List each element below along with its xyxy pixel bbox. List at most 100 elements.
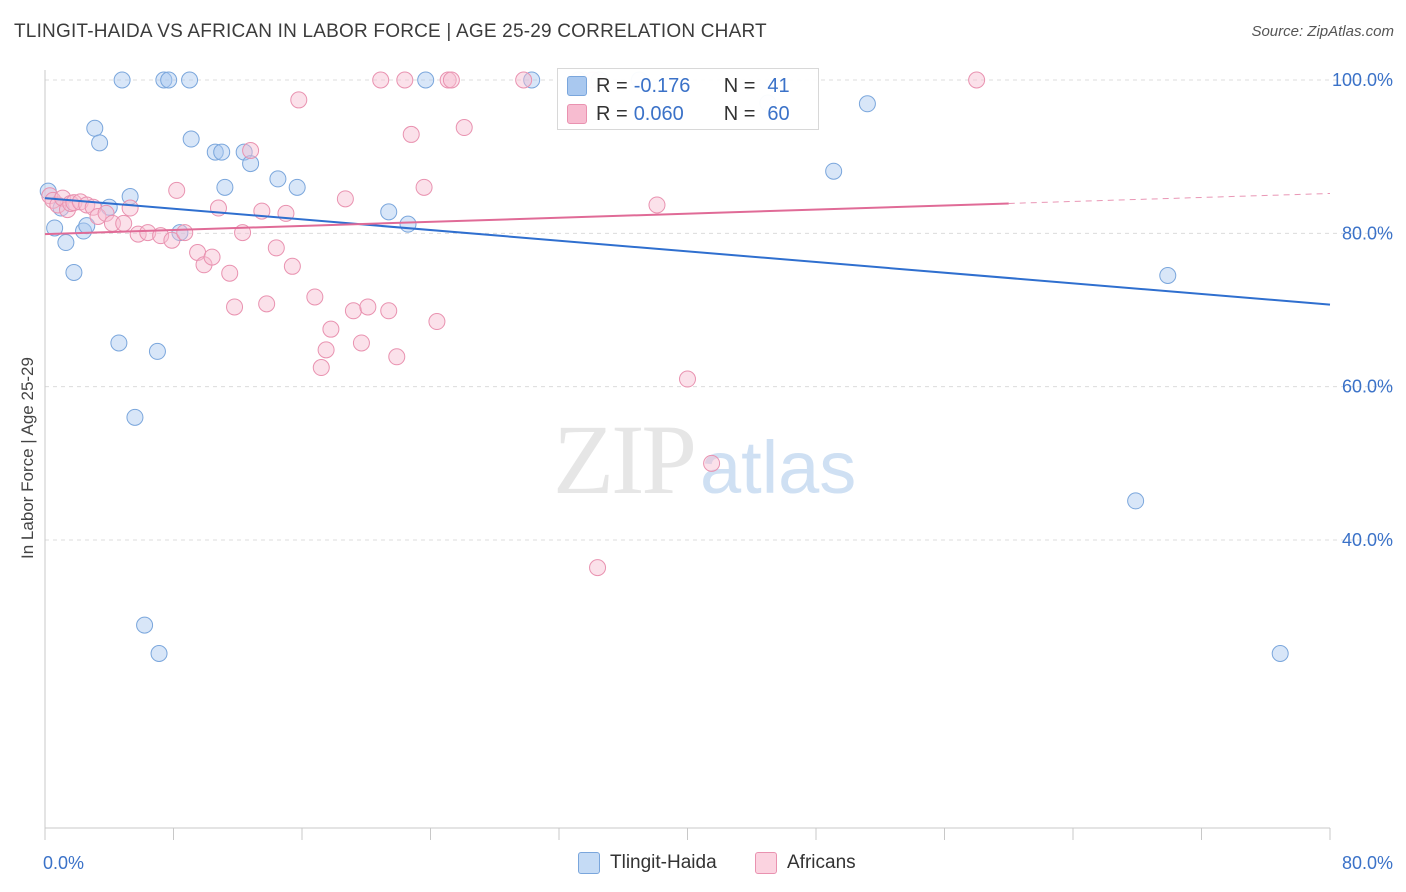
point-tlingit-haida bbox=[91, 134, 109, 152]
stats-swatch-tlingit-haida bbox=[567, 76, 587, 96]
point-africans bbox=[428, 313, 446, 331]
y-tick-label: 40.0% bbox=[1342, 530, 1393, 550]
point-tlingit-haida bbox=[155, 71, 173, 89]
point-africans bbox=[455, 119, 473, 137]
point-africans bbox=[258, 295, 276, 313]
point-africans bbox=[968, 71, 986, 89]
point-africans bbox=[396, 71, 414, 89]
stats-swatch-africans bbox=[567, 104, 587, 124]
legend-label: Africans bbox=[787, 852, 856, 873]
point-africans bbox=[115, 214, 133, 232]
point-africans bbox=[359, 298, 377, 316]
point-tlingit-haida bbox=[160, 71, 178, 89]
y-tick-label: 60.0% bbox=[1342, 377, 1393, 397]
watermark-atlas: atlas bbox=[700, 426, 857, 509]
stats-n-value: 60 bbox=[767, 102, 790, 125]
point-tlingit-haida bbox=[216, 178, 234, 196]
trendline-africans bbox=[44, 202, 1009, 236]
point-africans bbox=[226, 298, 244, 316]
point-tlingit-haida bbox=[65, 263, 83, 281]
point-africans bbox=[242, 142, 260, 160]
point-tlingit-haida bbox=[46, 219, 64, 237]
point-africans bbox=[322, 320, 340, 338]
point-tlingit-haida bbox=[126, 408, 144, 426]
point-africans bbox=[679, 370, 696, 388]
y-tick-label: 100.0% bbox=[1332, 70, 1393, 90]
point-tlingit-haida bbox=[242, 155, 260, 173]
point-africans bbox=[442, 71, 460, 89]
point-africans bbox=[152, 227, 170, 245]
source-note: Source: ZipAtlas.com bbox=[1251, 23, 1394, 40]
point-africans bbox=[168, 181, 186, 199]
point-tlingit-haida bbox=[288, 178, 306, 196]
point-africans bbox=[203, 248, 221, 266]
trendline-africans-extension bbox=[1008, 192, 1331, 204]
watermark: ZIPatlas bbox=[553, 402, 856, 517]
y-tick-label: 80.0% bbox=[1342, 223, 1393, 243]
legend-label: Tlingit-Haida bbox=[610, 852, 717, 873]
point-africans bbox=[290, 91, 308, 109]
point-tlingit-haida bbox=[148, 342, 166, 360]
point-africans bbox=[139, 224, 157, 242]
point-tlingit-haida bbox=[1159, 267, 1177, 285]
point-tlingit-haida bbox=[825, 162, 843, 180]
point-africans bbox=[415, 178, 433, 196]
stats-row-tlingit-haida: R = -0.176 N = 41 bbox=[567, 71, 790, 101]
point-africans bbox=[402, 125, 420, 143]
legend-item-tlingit-haida[interactable]: Tlingit-Haida bbox=[578, 852, 717, 874]
stats-r-label: R = bbox=[596, 102, 628, 125]
stats-r-value: 0.060 bbox=[633, 102, 684, 125]
legend-item-africans[interactable]: Africans bbox=[755, 852, 856, 874]
point-tlingit-haida bbox=[269, 170, 287, 188]
point-africans bbox=[65, 194, 83, 212]
point-africans bbox=[388, 348, 406, 366]
stats-n-label: N = bbox=[723, 102, 756, 125]
point-tlingit-haida bbox=[213, 143, 231, 161]
point-tlingit-haida bbox=[182, 130, 200, 148]
point-africans bbox=[121, 199, 139, 217]
point-africans bbox=[344, 302, 362, 320]
stats-n-value: 41 bbox=[767, 74, 790, 97]
point-africans bbox=[283, 257, 301, 275]
trendline-tlingit-haida bbox=[44, 197, 1331, 306]
point-africans bbox=[648, 196, 666, 214]
point-africans bbox=[267, 239, 285, 257]
point-tlingit-haida bbox=[113, 71, 131, 89]
point-tlingit-haida bbox=[86, 119, 104, 137]
point-africans bbox=[221, 264, 239, 282]
point-tlingit-haida bbox=[206, 143, 224, 161]
x-tick-label: 0.0% bbox=[43, 853, 84, 873]
point-africans bbox=[306, 288, 324, 306]
point-tlingit-haida bbox=[399, 215, 417, 233]
point-tlingit-haida bbox=[181, 71, 199, 89]
point-tlingit-haida bbox=[417, 71, 435, 89]
point-africans bbox=[317, 341, 335, 359]
point-tlingit-haida bbox=[136, 616, 154, 634]
point-africans bbox=[352, 334, 370, 352]
point-africans bbox=[589, 559, 607, 577]
point-africans bbox=[312, 359, 330, 377]
point-tlingit-haida bbox=[110, 334, 128, 352]
legend-swatch-africans bbox=[755, 852, 777, 874]
stats-n-label: N = bbox=[723, 74, 756, 97]
point-africans bbox=[176, 224, 194, 242]
watermark-zip: ZIP bbox=[553, 404, 697, 515]
point-africans bbox=[703, 454, 721, 472]
point-tlingit-haida bbox=[1271, 644, 1289, 662]
chart-title: TLINGIT-HAIDA VS AFRICAN IN LABOR FORCE … bbox=[14, 21, 767, 42]
point-africans bbox=[336, 190, 354, 208]
correlation-stats-box: R = -0.176 N = 41 R = 0.060 N = 60 bbox=[557, 68, 819, 130]
stats-r-value: -0.176 bbox=[633, 74, 691, 97]
stats-row-africans: R = 0.060 N = 60 bbox=[567, 99, 790, 129]
point-tlingit-haida bbox=[858, 95, 876, 113]
stats-r-label: R = bbox=[596, 74, 628, 97]
point-africans bbox=[372, 71, 390, 89]
point-tlingit-haida bbox=[75, 222, 93, 240]
point-tlingit-haida bbox=[57, 234, 75, 252]
x-tick-label: 80.0% bbox=[1342, 853, 1393, 873]
chart-legend: Tlingit-Haida Africans bbox=[0, 850, 1406, 880]
point-tlingit-haida bbox=[380, 203, 398, 221]
point-tlingit-haida bbox=[1127, 492, 1145, 510]
legend-swatch-tlingit-haida bbox=[578, 852, 600, 874]
